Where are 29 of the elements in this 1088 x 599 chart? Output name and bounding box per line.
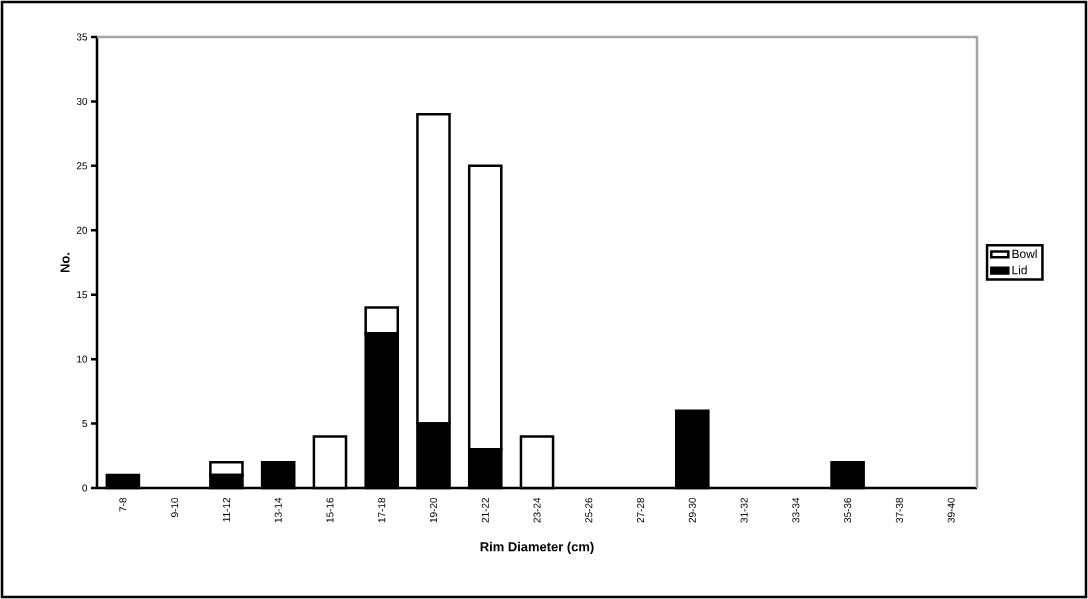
x-tick-label: 19-20 bbox=[429, 497, 438, 523]
x-tick-label: 11-12 bbox=[222, 498, 230, 522]
x-tick-label: 7-8 bbox=[119, 497, 127, 512]
x-tick-label: 39-40 bbox=[947, 497, 955, 523]
x-tick-label: 29-30 bbox=[688, 497, 696, 523]
x-tick-label: 13-14 bbox=[274, 497, 282, 523]
y-tick-label: 25 bbox=[76, 162, 88, 170]
y-tick-label: 20 bbox=[76, 226, 88, 234]
x-tick-label: 23-24 bbox=[533, 497, 541, 523]
x-tick-label: 37-38 bbox=[895, 497, 903, 523]
x-tick-label: 25-26 bbox=[585, 497, 593, 523]
y-tick-label: 35 bbox=[76, 33, 88, 41]
x-tick-label: 27-28 bbox=[637, 497, 645, 523]
y-tick-label: 30 bbox=[76, 97, 88, 105]
x-axis-title: Rim Diameter (cm) bbox=[480, 541, 594, 554]
x-tick-label: 17-18 bbox=[378, 497, 386, 523]
y-tick-label: 5 bbox=[82, 420, 88, 428]
y-axis-title: No. bbox=[60, 252, 70, 273]
x-tick-label: 21-22 bbox=[481, 498, 489, 523]
x-tick-label: 35-36 bbox=[844, 497, 852, 523]
legend-label: Lid bbox=[1012, 265, 1027, 275]
x-tick-label: 33-34 bbox=[792, 497, 800, 523]
y-tick-label: 0 bbox=[82, 484, 88, 492]
x-tick-label: 31-32 bbox=[740, 498, 748, 523]
x-tick-label: 9-10 bbox=[171, 497, 179, 517]
y-tick-label: 15 bbox=[77, 291, 88, 299]
legend-label: Bowl bbox=[1012, 249, 1037, 259]
y-tick-label: 10 bbox=[77, 355, 88, 363]
x-tick-label: 15-16 bbox=[326, 497, 334, 523]
